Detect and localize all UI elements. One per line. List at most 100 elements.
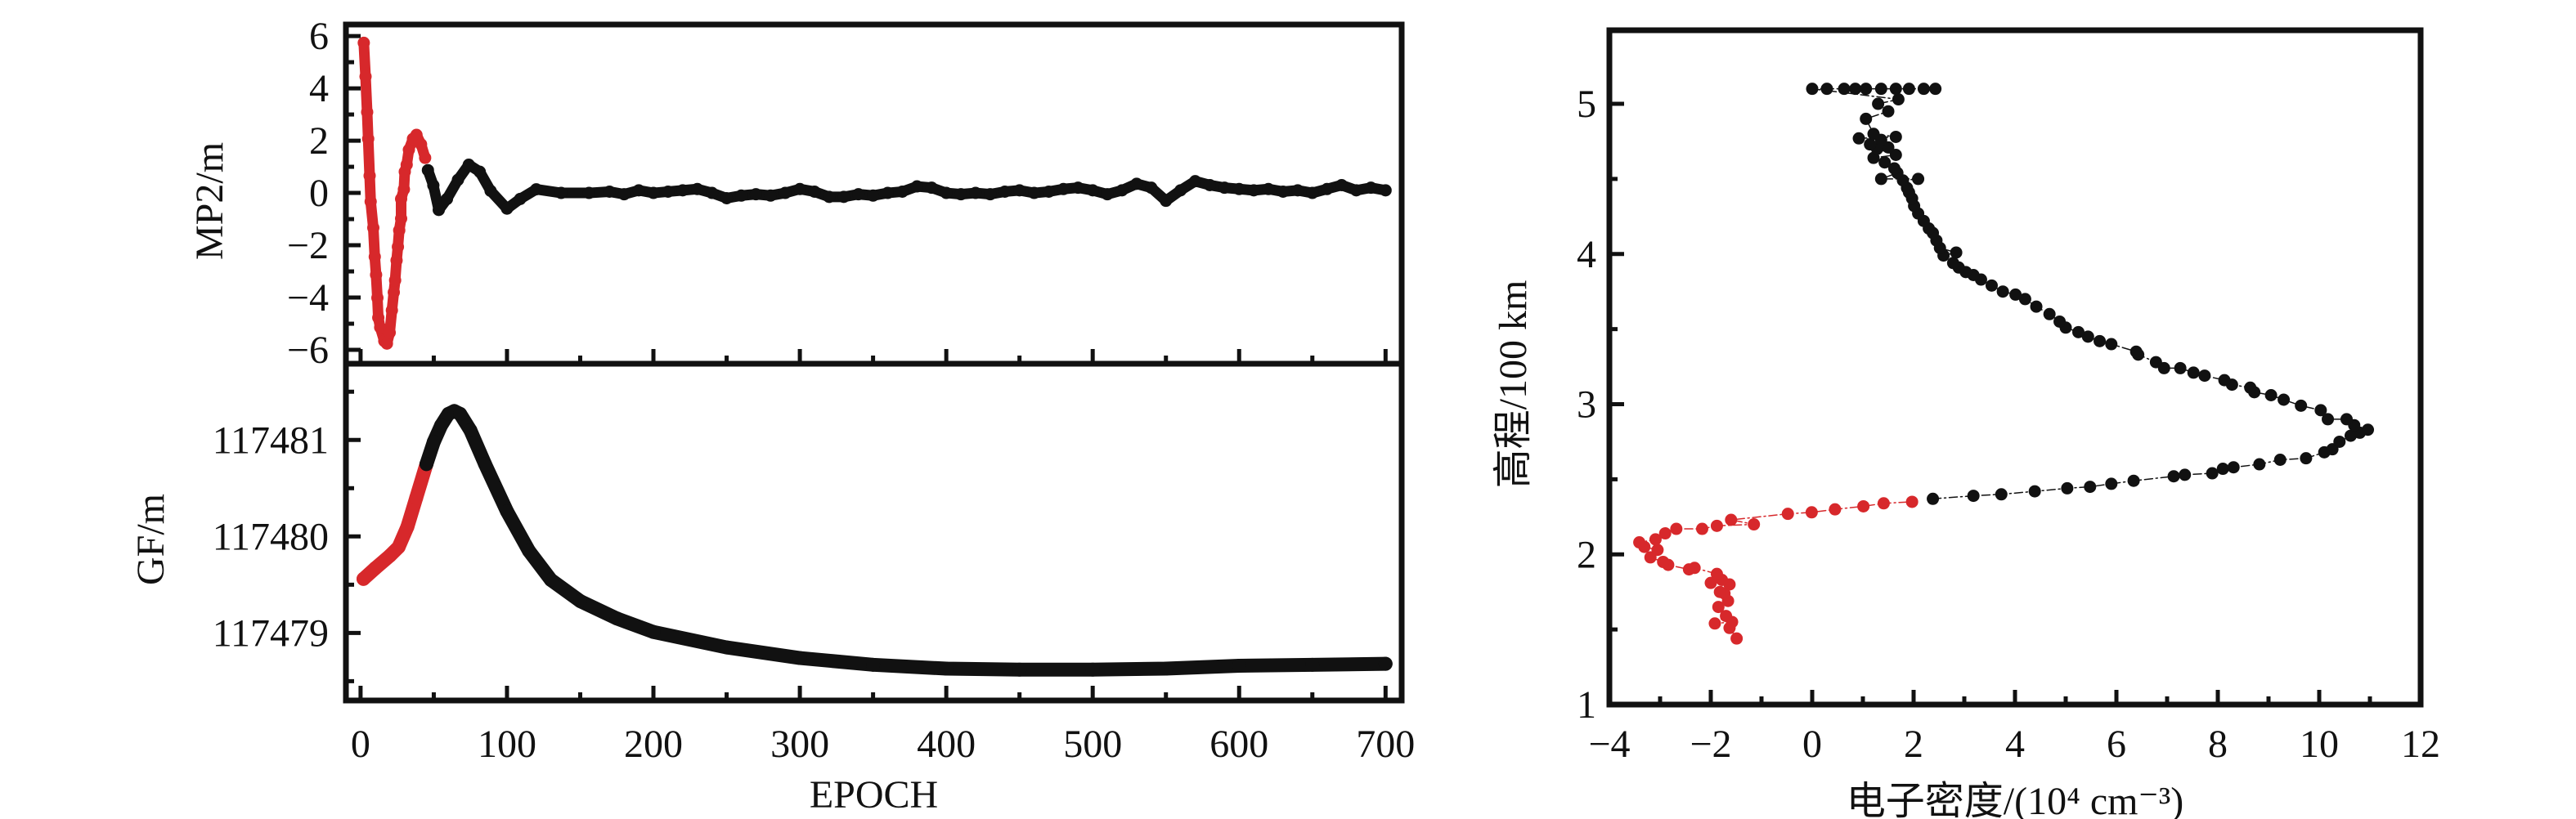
y-tick-label: −6 (287, 329, 329, 372)
data-point (779, 186, 792, 199)
data-point (646, 624, 661, 639)
data-point (363, 169, 376, 182)
data-point (617, 188, 631, 201)
data-point (2043, 307, 2056, 320)
y-tick-label: 2 (1577, 533, 1596, 576)
data-point (1670, 522, 1683, 535)
data-point (1306, 186, 1319, 199)
data-point (2218, 374, 2231, 387)
data-point (2028, 485, 2041, 498)
data-point (2167, 470, 2180, 483)
data-point (1912, 172, 1925, 186)
data-point (2053, 315, 2067, 328)
data-point (1805, 506, 1818, 519)
series-red (356, 457, 433, 586)
data-point (384, 326, 397, 339)
y-tick-label: 1 (1577, 683, 1596, 727)
data-point (691, 182, 704, 195)
y-tick-label: −4 (287, 276, 329, 320)
y-tick-label: 5 (1577, 83, 1596, 126)
data-point (554, 186, 568, 199)
data-point (866, 657, 881, 672)
data-point (400, 520, 415, 535)
data-point (1277, 185, 1290, 198)
x-tick-label: 4 (2005, 723, 2025, 766)
data-point (572, 593, 587, 608)
data-point (1247, 184, 1260, 197)
x-tick-label: 700 (1356, 723, 1415, 766)
data-point (370, 268, 383, 281)
data-point (530, 183, 543, 196)
data-point (1695, 522, 1708, 535)
data-point (393, 224, 406, 237)
data-point (662, 185, 675, 198)
x-tick-label: 0 (351, 723, 370, 766)
data-point (433, 418, 448, 433)
data-point (1174, 184, 1187, 197)
data-point (837, 190, 850, 204)
data-point (1889, 130, 1902, 143)
data-point (2244, 381, 2257, 394)
x-tick-label: 100 (478, 723, 536, 766)
data-point (1820, 83, 1833, 96)
data-point (1378, 656, 1393, 671)
data-point (392, 240, 405, 253)
data-point (1874, 172, 1887, 186)
data-point (706, 186, 719, 199)
data-point (1710, 519, 1723, 532)
mp2-panel: 6 4 2 0 −2 −4 −6 MP2/m (188, 15, 1405, 372)
data-point (2278, 393, 2291, 406)
x-tick-label: 10 (2300, 723, 2339, 766)
data-point (500, 202, 514, 215)
data-point (2018, 293, 2031, 306)
data-point (374, 321, 387, 334)
data-point (792, 651, 807, 665)
data-point (2061, 481, 2074, 495)
data-point (1232, 659, 1246, 674)
data-point (867, 189, 880, 202)
x-tick-label: 0 (1802, 723, 1822, 766)
x-tick-label: 400 (917, 723, 976, 766)
data-point (2009, 288, 2022, 301)
data-point (380, 337, 393, 350)
data-point (1335, 178, 1349, 191)
data-point (2264, 388, 2278, 401)
data-point (603, 185, 616, 198)
x-tick-label: 2 (1904, 723, 1923, 766)
data-point (478, 457, 492, 472)
data-point (1203, 178, 1216, 191)
data-point (2174, 361, 2187, 374)
data-point (395, 192, 408, 205)
data-point (473, 165, 487, 178)
y-tick-label: 3 (1577, 383, 1596, 427)
data-point (1892, 93, 1905, 106)
data-point (388, 274, 402, 287)
data-point (433, 204, 446, 217)
data-point (410, 128, 423, 141)
y-tick-label: 6 (309, 15, 329, 58)
data-point (1651, 544, 1664, 557)
data-point (1917, 83, 1930, 96)
data-point (368, 250, 381, 263)
data-point (1857, 499, 1870, 512)
y-tick-label: 117479 (213, 611, 329, 655)
data-point (1145, 181, 1158, 195)
data-point (1712, 601, 1725, 614)
data-point (895, 185, 909, 198)
data-point (1882, 105, 1895, 118)
x-tick-label: −2 (1690, 723, 1731, 766)
y-tick-label: 4 (309, 67, 329, 110)
series-black (421, 159, 1392, 217)
data-point (370, 291, 384, 304)
data-point (2227, 461, 2240, 474)
data-point (1864, 138, 1877, 151)
data-point (1946, 257, 1959, 270)
data-point (2105, 477, 2118, 490)
data-point (1872, 97, 1885, 110)
data-point (1889, 83, 1902, 96)
data-point (402, 143, 415, 156)
data-point (1657, 555, 1670, 568)
data-point (1929, 83, 1942, 96)
data-point (2187, 366, 2200, 379)
